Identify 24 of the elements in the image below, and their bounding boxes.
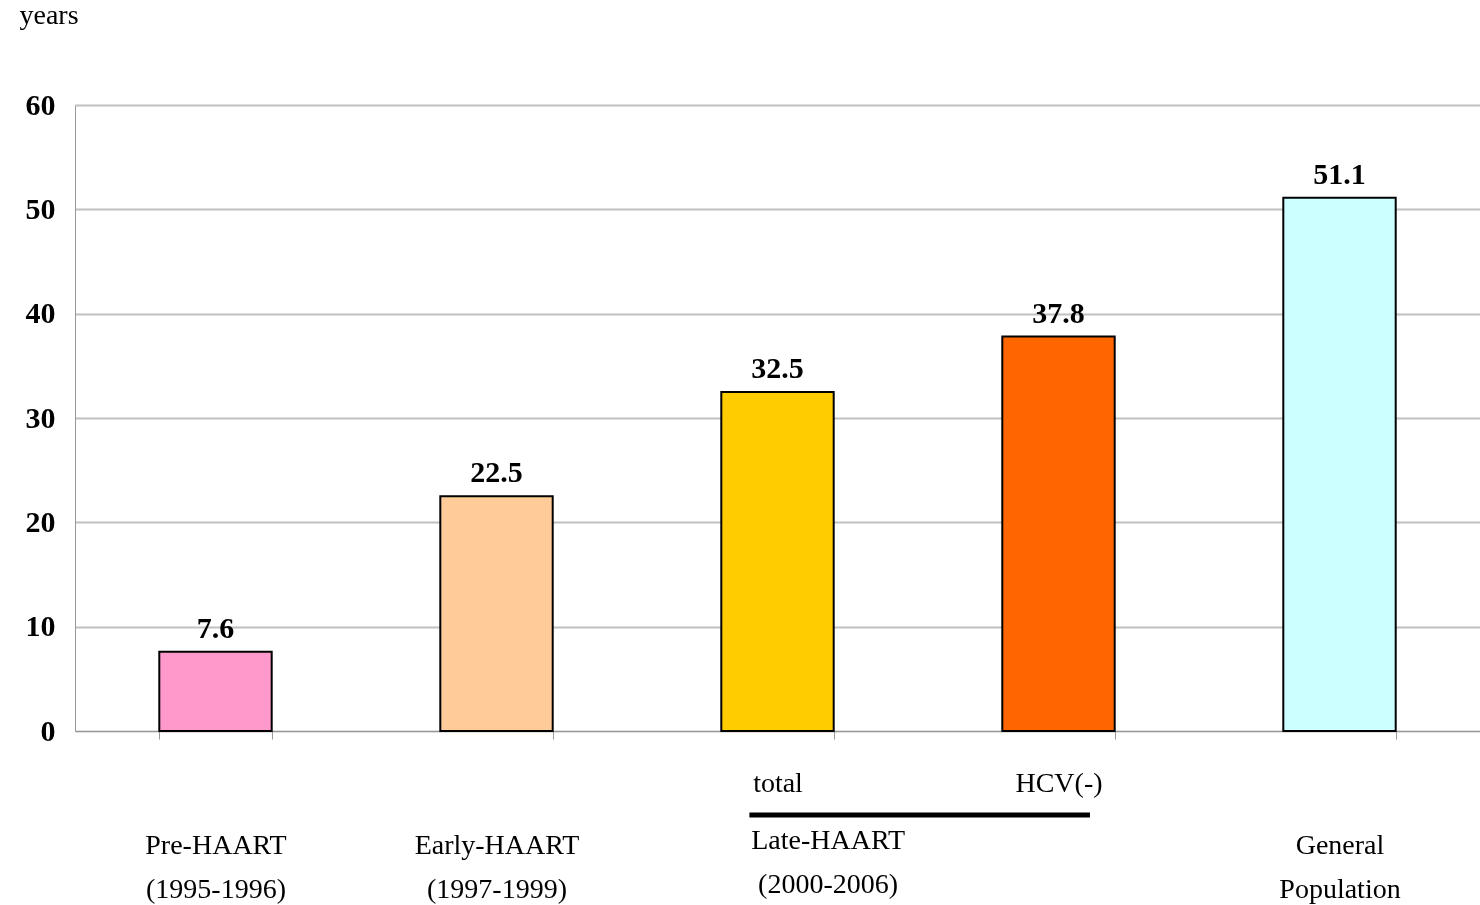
bar: [439, 495, 554, 732]
bar: [720, 390, 835, 732]
y-tick-label: 30: [25, 400, 56, 434]
y-tick-label: 0: [40, 713, 56, 747]
y-tick-label: 50: [25, 191, 56, 225]
y-tick-label: 40: [25, 296, 56, 330]
x-tick-label: total: [753, 766, 804, 798]
data-label: 51.1: [1313, 156, 1366, 190]
data-label: 7.6: [196, 610, 235, 644]
data-label: 37.8: [1032, 295, 1085, 329]
y-axis-title: years: [19, 0, 79, 30]
bar: [1001, 335, 1116, 732]
data-label: 32.5: [751, 350, 804, 384]
x-tick-label: HCV(-): [1015, 766, 1103, 798]
data-label: 22.5: [470, 455, 523, 489]
bar: [158, 650, 273, 732]
x-tick-label: General Population: [1279, 828, 1401, 904]
x-tick-label: Early-HAART (1997-1999): [414, 828, 580, 904]
text: Late-HAART (2000-2006): [751, 824, 905, 899]
bar: [1282, 196, 1397, 732]
y-tick-label: 10: [25, 609, 56, 643]
x-tick-label: Pre-HAART (1995-1996): [145, 828, 287, 904]
y-tick-label: 60: [25, 87, 56, 121]
y-tick-label: 20: [25, 504, 56, 538]
